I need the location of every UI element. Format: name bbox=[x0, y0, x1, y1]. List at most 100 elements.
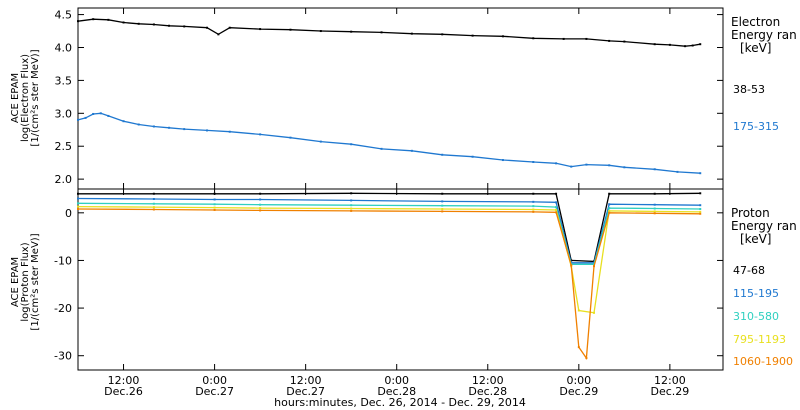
electron-data-point bbox=[77, 20, 79, 23]
electron-data-point bbox=[107, 18, 110, 21]
electron-series-line-0 bbox=[77, 18, 701, 47]
electron-data-point bbox=[471, 34, 474, 37]
proton-data-point bbox=[577, 309, 580, 312]
electron-data-point bbox=[92, 18, 95, 21]
electron-ytick-label: 4.5 bbox=[55, 9, 73, 22]
electron-data-point bbox=[137, 22, 140, 25]
electron-data-point bbox=[570, 165, 573, 168]
x-axis-label: hours:minutes, Dec. 26, 2014 - Dec. 29, … bbox=[274, 396, 526, 409]
electron-data-point bbox=[555, 162, 558, 165]
proton-series-line-4 bbox=[77, 208, 701, 360]
proton-data-point bbox=[152, 206, 155, 209]
electron-ytick-label: 3.0 bbox=[55, 107, 73, 120]
electron-data-point bbox=[259, 133, 262, 136]
electron-data-point bbox=[183, 128, 186, 131]
electron-data-point bbox=[259, 28, 262, 31]
proton-data-point bbox=[259, 209, 262, 212]
electron-data-point bbox=[107, 114, 110, 117]
electron-data-point bbox=[623, 166, 626, 169]
electron-data-marks bbox=[77, 18, 702, 175]
proton-data-point bbox=[213, 208, 216, 211]
electron-legend-entry: 175-315 bbox=[733, 120, 779, 133]
electron-data-point bbox=[183, 25, 186, 28]
electron-data-point bbox=[206, 129, 208, 132]
electron-series-line-1 bbox=[77, 112, 701, 174]
xtick-time-label: 12:00 bbox=[290, 374, 322, 387]
proton-ylabel-line1: ACE EPAM bbox=[10, 257, 21, 307]
electron-legend-title-1: Electron bbox=[731, 15, 780, 29]
electron-legend-entry: 38-53 bbox=[733, 83, 765, 96]
electron-data-point bbox=[122, 21, 125, 24]
electron-data-point bbox=[77, 118, 79, 121]
electron-data-point bbox=[676, 170, 679, 173]
proton-data-point bbox=[699, 208, 702, 211]
proton-data-point bbox=[585, 357, 588, 360]
proton-data-point bbox=[608, 203, 611, 206]
proton-data-point bbox=[555, 208, 558, 211]
proton-ytick-label: 0 bbox=[65, 207, 72, 220]
electron-legend-title-3: [keV] bbox=[740, 41, 771, 55]
proton-data-point bbox=[213, 206, 216, 209]
proton-data-point bbox=[577, 346, 580, 349]
electron-ytick-label: 3.5 bbox=[55, 74, 73, 87]
electron-data-point bbox=[319, 140, 322, 143]
electron-data-point bbox=[653, 168, 656, 171]
electron-data-point bbox=[84, 116, 87, 119]
proton-data-point bbox=[593, 311, 595, 314]
electron-data-point bbox=[122, 120, 125, 123]
electron-data-point bbox=[380, 147, 383, 150]
electron-data-point bbox=[699, 172, 702, 175]
xtick-date-label: Dec.27 bbox=[286, 385, 325, 398]
proton-data-point bbox=[699, 210, 702, 213]
electron-data-point bbox=[668, 43, 671, 46]
proton-data-point bbox=[699, 192, 702, 195]
electron-plot-frame bbox=[77, 7, 724, 190]
electron-data-point bbox=[289, 136, 292, 139]
proton-data-point bbox=[653, 203, 656, 206]
proton-legend: 47-68 115-195 310-580 795-1193 1060-1900 bbox=[733, 264, 793, 368]
electron-data-point bbox=[168, 24, 171, 27]
electron-data-point bbox=[99, 112, 102, 115]
proton-data-point bbox=[555, 206, 558, 209]
proton-flux-panel: 0 -10 -20 -30 ACE EPAM log(Proton Flux) [1/… bbox=[10, 188, 797, 371]
electron-data-point bbox=[137, 123, 140, 126]
proton-data-point bbox=[259, 198, 262, 201]
electron-data-point bbox=[562, 37, 565, 40]
electron-data-point bbox=[501, 159, 504, 162]
proton-data-point bbox=[653, 207, 656, 210]
proton-data-point bbox=[532, 208, 535, 211]
proton-data-point bbox=[532, 192, 535, 195]
electron-data-point bbox=[380, 31, 383, 34]
proton-legend-title-2: Energy ran bbox=[731, 219, 797, 233]
proton-data-point bbox=[259, 207, 262, 210]
proton-ytick-label: -20 bbox=[54, 302, 72, 315]
electron-ylabel-line2: log(Electron Flux) bbox=[20, 54, 31, 142]
proton-legend-entry: 47-68 bbox=[733, 264, 765, 277]
electron-data-point bbox=[152, 23, 155, 26]
proton-data-point bbox=[152, 202, 155, 205]
proton-data-point bbox=[441, 204, 444, 207]
proton-data-point bbox=[441, 192, 444, 195]
xtick-date-label: Dec.28 bbox=[468, 385, 507, 398]
electron-data-point bbox=[532, 161, 535, 164]
proton-legend-entry: 1060-1900 bbox=[733, 355, 793, 368]
electron-data-point bbox=[501, 35, 504, 38]
proton-data-point bbox=[441, 210, 444, 213]
xtick-date-label: Dec.29 bbox=[650, 385, 689, 398]
electron-data-point bbox=[532, 37, 535, 40]
proton-legend-entry: 115-195 bbox=[733, 287, 779, 300]
electron-ytick-label: 2.0 bbox=[55, 173, 73, 186]
proton-data-point bbox=[77, 202, 79, 205]
electron-ylabel-line3: [1/(cm²s ster MeV)] bbox=[30, 49, 41, 146]
xtick-time-label: 0:00 bbox=[566, 374, 591, 387]
electron-data-point bbox=[92, 112, 95, 115]
electron-data-point bbox=[350, 30, 353, 33]
electron-data-point bbox=[691, 44, 694, 47]
proton-data-point bbox=[213, 203, 216, 206]
proton-data-point bbox=[441, 208, 444, 211]
proton-data-point bbox=[259, 192, 262, 195]
proton-data-point bbox=[77, 205, 79, 208]
proton-data-point bbox=[593, 265, 595, 268]
electron-data-point bbox=[441, 153, 444, 156]
